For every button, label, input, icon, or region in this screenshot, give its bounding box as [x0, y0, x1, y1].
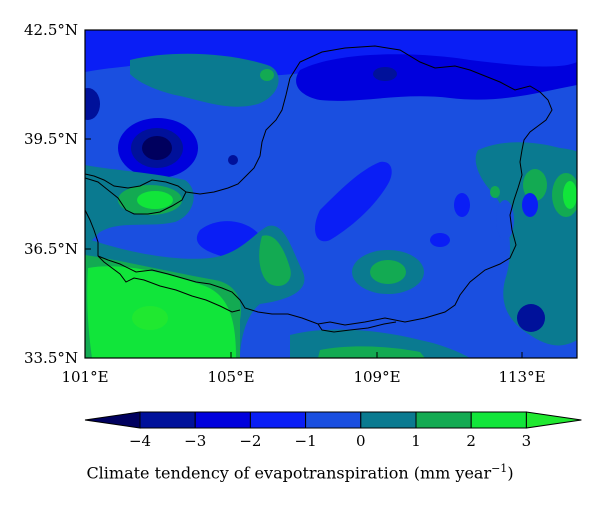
- lon-label-113: 113°E: [498, 368, 545, 386]
- field-south-green: [318, 346, 425, 358]
- field-spot-2: [430, 233, 450, 247]
- tick-marks: [84, 29, 523, 359]
- colorbar-title-exponent: −1: [491, 462, 508, 475]
- colorbar-segment: [249, 411, 307, 429]
- field-low-core: [142, 136, 172, 160]
- field-sw-hot: [132, 306, 168, 330]
- colorbar-tick-label: 3: [522, 432, 532, 450]
- colorbar-tick-label: 2: [466, 432, 476, 450]
- field-east-teal: [475, 142, 577, 346]
- colorbar-tick-label: −2: [239, 432, 261, 450]
- field-east-blue: [522, 193, 538, 217]
- boundary-west-edge: [85, 209, 99, 256]
- map-frame: [84, 29, 578, 359]
- map-panel: [85, 30, 577, 358]
- colorbar-segment: [470, 411, 527, 429]
- colorbar-segment: [305, 411, 362, 429]
- colorbar-title: Climate tendency of evapotranspiration (…: [0, 462, 600, 482]
- boundary-outline: [97, 45, 553, 326]
- boundary-southwest: [97, 255, 241, 313]
- colorbar-tick-label: −1: [295, 432, 317, 450]
- colorbar-extend-high: [525, 411, 582, 429]
- boundary-inner-west: [185, 77, 291, 195]
- colorbar-tick-label: 0: [356, 432, 366, 450]
- field-east-green3: [490, 186, 500, 198]
- colorbar-tick-label: −3: [184, 432, 206, 450]
- colorbar-segment: [194, 411, 251, 429]
- boundary-ningxia: [85, 173, 187, 215]
- field-center-dark: [315, 161, 392, 242]
- colorbar-title-text: Climate tendency of evapotranspiration (…: [86, 463, 492, 483]
- lon-label-109: 109°E: [353, 368, 400, 386]
- field-spot-1: [454, 193, 470, 217]
- colorbar-segment: [415, 411, 472, 429]
- field-north-dark-spot: [373, 67, 397, 81]
- lat-label-42-5: 42.5°N: [24, 21, 78, 39]
- field-ring-green: [370, 260, 406, 284]
- field-east-bright: [563, 181, 577, 209]
- lat-label-36-5: 36.5°N: [24, 240, 78, 258]
- colorbar-title-close: ): [507, 463, 514, 483]
- field-west-bright: [137, 191, 173, 209]
- lon-label-105: 105°E: [207, 368, 254, 386]
- field-north-darker: [296, 54, 577, 101]
- field-small-dark: [228, 155, 238, 165]
- lat-label-39-5: 39.5°N: [24, 130, 78, 148]
- field-nw-green-spot: [260, 69, 274, 81]
- boundary-south-notch: [317, 321, 397, 333]
- lat-label-33-5: 33.5°N: [24, 349, 78, 367]
- field-east-green2: [523, 169, 547, 201]
- field-center-green: [259, 235, 291, 287]
- field-west-dark: [85, 88, 100, 120]
- colorbar-tick-label: 1: [411, 432, 421, 450]
- field-east-dark: [517, 304, 545, 332]
- colorbar-tick-label: −4: [129, 432, 151, 450]
- colorbar: −4 −3 −2 −1 0 1 2 3: [84, 411, 582, 450]
- field-nw-teal: [130, 53, 279, 107]
- colorbar-segment: [360, 411, 417, 429]
- colorbar-segment: [139, 411, 196, 429]
- field-east-inner-blue: [496, 200, 514, 240]
- lon-label-101: 101°E: [61, 368, 108, 386]
- colorbar-extend-low: [84, 411, 141, 429]
